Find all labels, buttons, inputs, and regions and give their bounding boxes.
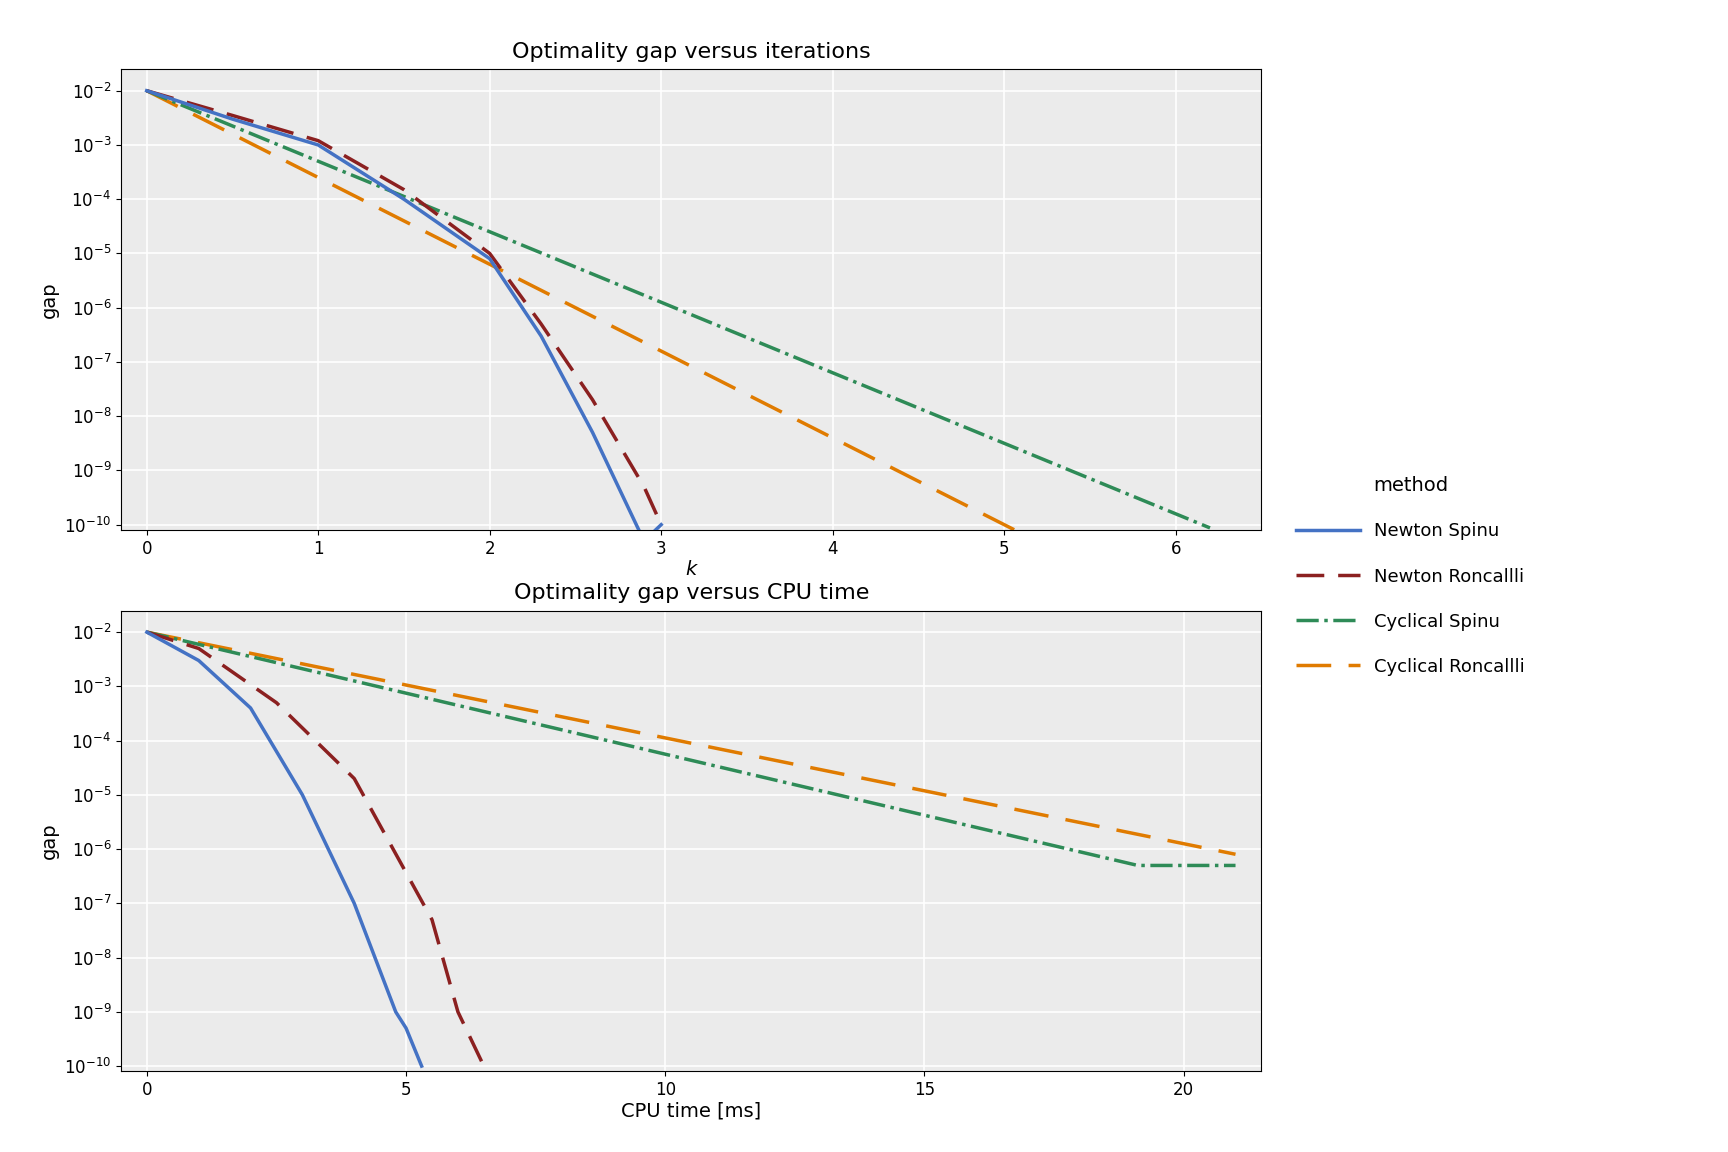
Legend: Newton Spinu, Newton Roncallli, Cyclical Spinu, Cyclical Roncallli: Newton Spinu, Newton Roncallli, Cyclical…	[1296, 476, 1524, 676]
Title: Optimality gap versus CPU time: Optimality gap versus CPU time	[513, 583, 869, 604]
X-axis label: CPU time [ms]: CPU time [ms]	[620, 1101, 762, 1121]
Title: Optimality gap versus iterations: Optimality gap versus iterations	[511, 41, 871, 62]
Y-axis label: gap: gap	[40, 281, 59, 318]
X-axis label: k: k	[686, 560, 696, 579]
Y-axis label: gap: gap	[40, 823, 59, 859]
